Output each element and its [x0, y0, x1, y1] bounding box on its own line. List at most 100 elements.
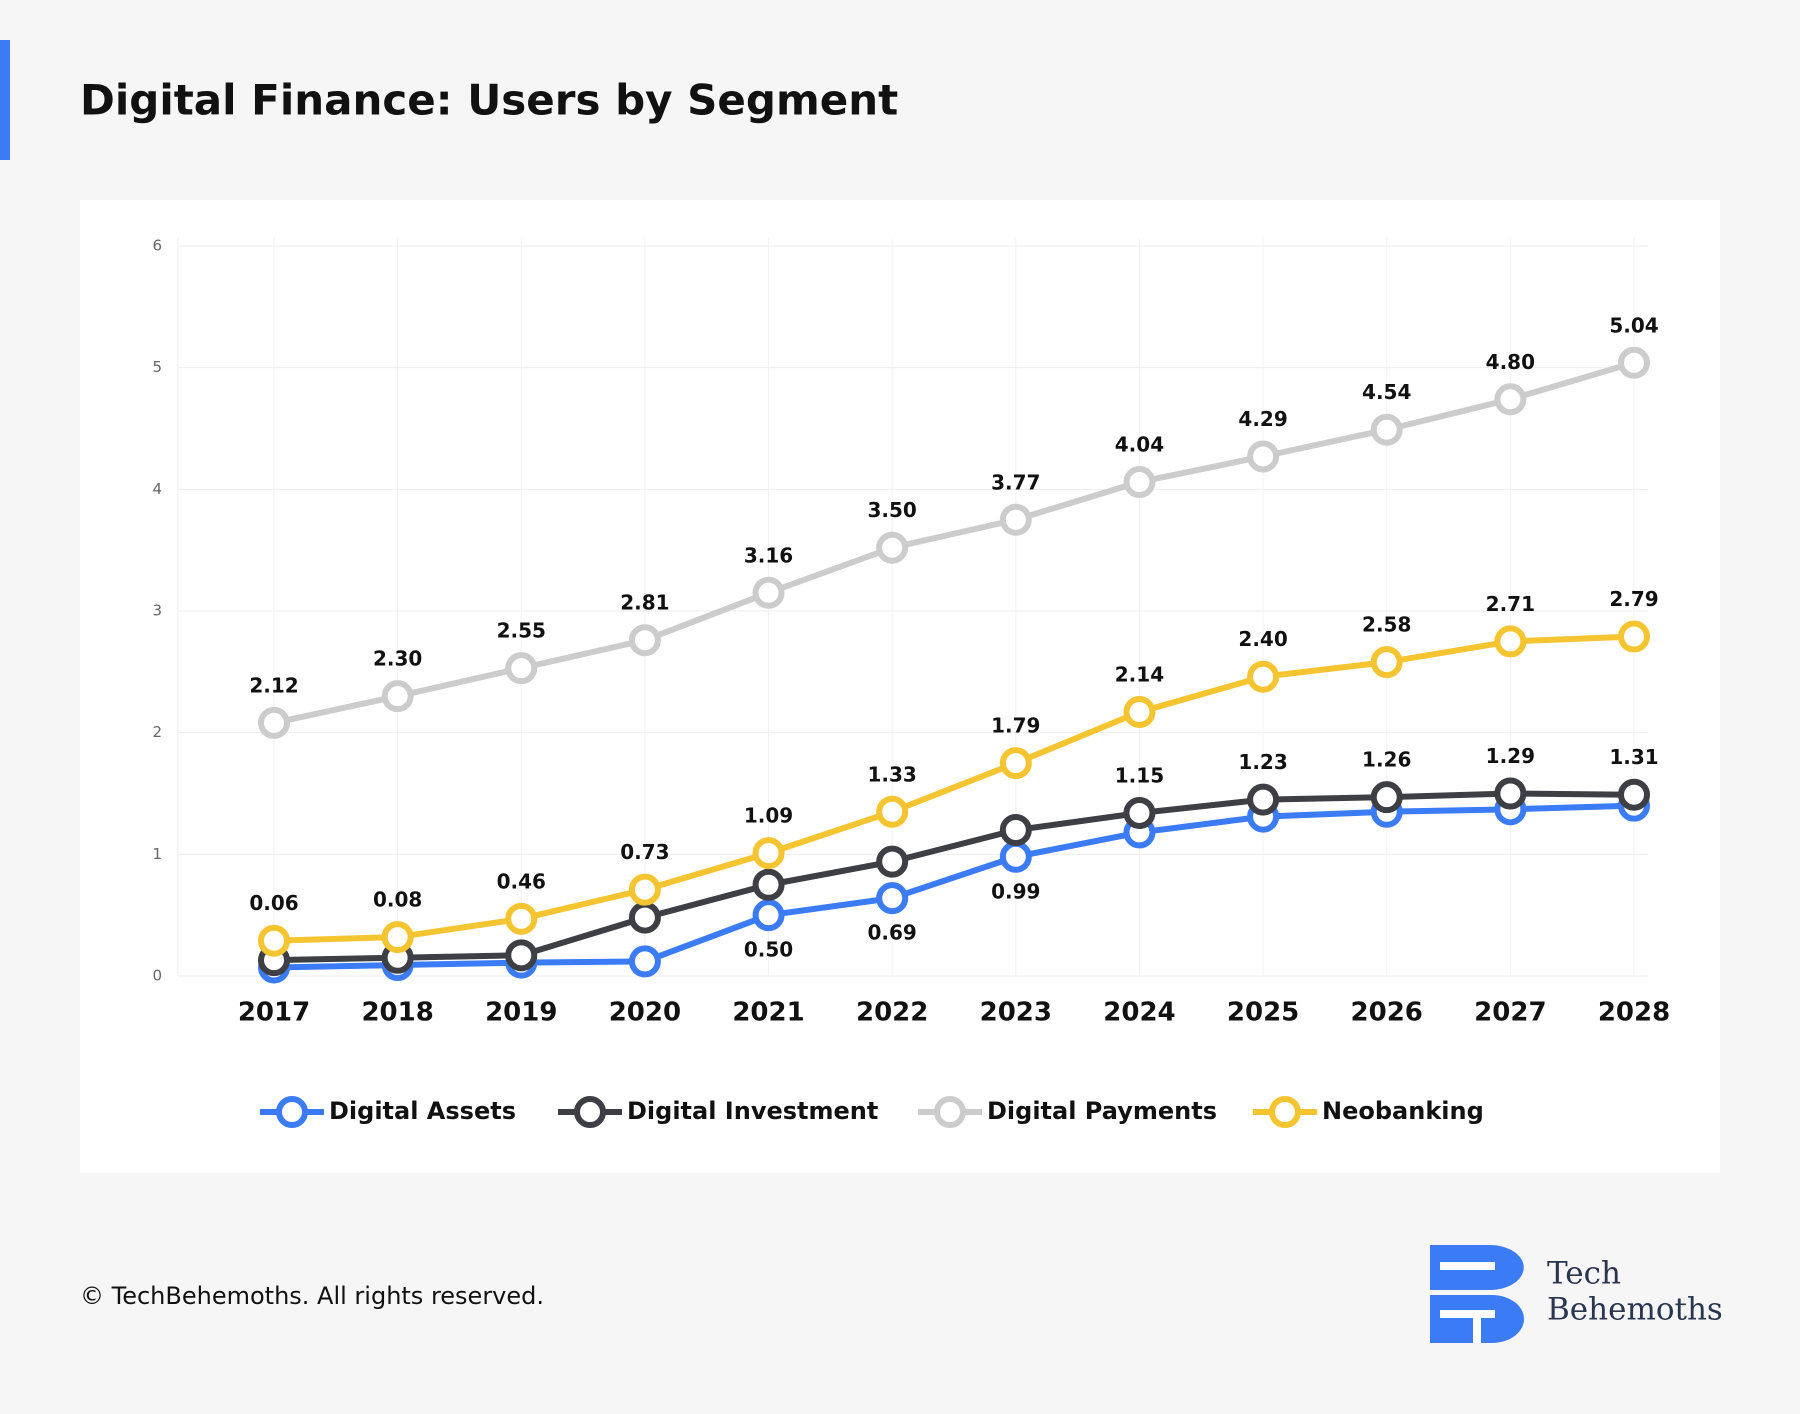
point	[1618, 346, 1650, 379]
data-label: 0.08	[373, 888, 422, 912]
point	[1370, 646, 1403, 679]
y-tick-label: 2	[152, 723, 162, 741]
point	[752, 837, 785, 870]
data-label: 1.26	[1362, 748, 1411, 772]
series-line	[273, 790, 1635, 964]
logo-text: Tech	[1547, 1256, 1621, 1292]
footer: © TechBehemoths. All rights reserved.	[80, 1282, 544, 1310]
data-label: 0.99	[991, 879, 1040, 903]
y-tick-label: 6	[152, 237, 162, 255]
point	[752, 576, 785, 609]
x-tick-label: 2019	[485, 998, 557, 1028]
data-label: 2.81	[620, 591, 669, 615]
accent-bar	[0, 40, 10, 160]
point	[381, 921, 414, 954]
x-tick-label: 2021	[732, 998, 804, 1028]
point	[999, 814, 1032, 846]
point	[1494, 383, 1527, 416]
point	[505, 652, 538, 685]
data-label: 2.58	[1362, 613, 1411, 637]
legend-label: Neobanking	[1322, 1097, 1484, 1125]
data-label: 5.04	[1609, 313, 1658, 337]
point	[876, 882, 909, 915]
data-label: 1.31	[1609, 745, 1658, 769]
series-line	[273, 359, 1635, 726]
x-tick-label: 2028	[1598, 998, 1670, 1028]
logo-stripe	[1473, 1318, 1481, 1343]
chart-title: Digital Finance: Users by Segment	[80, 76, 898, 125]
point	[1370, 781, 1403, 814]
data-label: 0.73	[620, 840, 669, 864]
point	[999, 747, 1032, 780]
data-label: 0.50	[744, 938, 793, 962]
data-label: 2.71	[1486, 592, 1535, 616]
x-tick-label: 2018	[361, 998, 433, 1028]
point	[1123, 466, 1156, 499]
point	[999, 503, 1032, 536]
legend-label: Digital Investment	[627, 1097, 878, 1125]
x-tick-label: 2017	[238, 998, 310, 1028]
point	[752, 899, 785, 932]
point	[628, 873, 661, 906]
point	[628, 624, 661, 657]
point	[876, 795, 909, 828]
x-tick-label: 2025	[1227, 998, 1299, 1028]
point	[258, 924, 290, 957]
data-label: 4.29	[1238, 407, 1287, 431]
point	[1618, 778, 1650, 811]
data-label: 1.15	[1115, 763, 1164, 787]
legend-label: Digital Assets	[329, 1097, 516, 1125]
data-label: 4.80	[1486, 350, 1535, 374]
y-tick-label: 5	[152, 358, 162, 376]
point	[999, 840, 1032, 873]
point	[752, 868, 785, 901]
legend-marker	[276, 1096, 308, 1128]
series-line	[273, 633, 1635, 944]
data-label: 2.79	[1609, 587, 1658, 611]
data-label: 2.55	[497, 619, 546, 643]
legend-marker	[1269, 1096, 1301, 1128]
point	[876, 845, 909, 878]
point	[876, 531, 909, 564]
data-label: 3.77	[991, 470, 1040, 494]
point	[381, 680, 414, 713]
data-label: 1.23	[1238, 750, 1287, 774]
data-label: 0.69	[868, 921, 917, 945]
legend-marker	[934, 1096, 966, 1128]
y-tick-label: 4	[152, 480, 162, 498]
y-tick-label: 1	[152, 845, 162, 863]
x-tick-label: 2027	[1474, 998, 1546, 1028]
data-label: 3.50	[868, 498, 917, 522]
data-label: 0.46	[497, 869, 546, 893]
x-tick-label: 2022	[856, 998, 928, 1028]
chart-card	[80, 200, 1720, 1173]
data-label: 3.16	[744, 543, 793, 567]
point	[1370, 413, 1403, 446]
point	[1494, 777, 1527, 810]
point	[628, 901, 661, 934]
logo-stripe	[1440, 1262, 1495, 1270]
x-tick-label: 2020	[609, 998, 681, 1028]
logo-icon	[1430, 1245, 1524, 1343]
data-label: 4.54	[1362, 380, 1411, 404]
data-label: 4.04	[1115, 433, 1164, 457]
point	[1123, 695, 1156, 728]
point	[505, 939, 538, 972]
legend-marker	[574, 1096, 606, 1128]
data-label: 1.29	[1486, 744, 1535, 768]
point	[505, 902, 538, 935]
x-tick-label: 2023	[980, 998, 1052, 1028]
legend-label: Digital Payments	[987, 1097, 1217, 1125]
series-line	[273, 802, 1635, 971]
data-label: 2.40	[1238, 627, 1287, 651]
point	[1123, 796, 1156, 829]
point	[1494, 625, 1527, 658]
point	[1247, 660, 1280, 693]
data-label: 1.09	[744, 804, 793, 828]
data-label: 0.06	[249, 891, 298, 915]
data-label: 1.33	[868, 762, 917, 786]
data-label: 2.14	[1115, 662, 1164, 686]
point	[1618, 620, 1650, 653]
